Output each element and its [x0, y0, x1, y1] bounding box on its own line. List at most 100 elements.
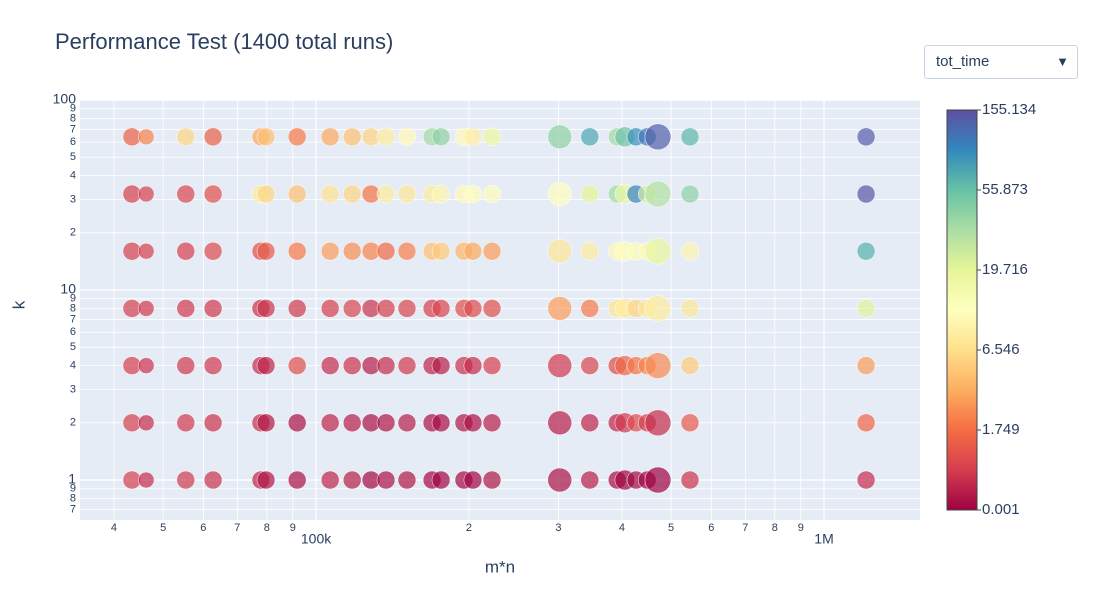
- y-tick-label: 7: [70, 503, 76, 515]
- bubble: [580, 127, 600, 147]
- bubble: [547, 181, 572, 207]
- bubble: [397, 241, 417, 261]
- bubble: [342, 356, 362, 375]
- bubble: [342, 241, 362, 261]
- bubble: [287, 356, 307, 375]
- bubble: [482, 127, 502, 147]
- y-tick-label: 5: [70, 151, 76, 163]
- bubble: [680, 299, 700, 318]
- x-tick-label: 2: [466, 522, 472, 534]
- bubble: [320, 184, 340, 204]
- bubble: [376, 184, 396, 204]
- bubble: [644, 180, 672, 208]
- bubble: [680, 413, 700, 433]
- y-tick-label: 8: [70, 302, 76, 314]
- bubble: [680, 127, 700, 147]
- colorbar-tick-label: 1.749: [982, 421, 1020, 438]
- dropdown-label[interactable]: tot_time: [936, 53, 990, 70]
- bubble: [482, 413, 502, 433]
- x-tick-label: 4: [619, 522, 625, 534]
- bubble: [644, 237, 672, 265]
- bubble: [256, 413, 276, 433]
- y-tick-label: 2: [70, 227, 76, 239]
- bubble: [137, 128, 155, 146]
- bubble: [376, 356, 396, 375]
- bubble: [176, 299, 196, 318]
- bubble: [482, 470, 502, 490]
- y-tick-label: 3: [70, 383, 76, 395]
- x-tick-label: 100k: [301, 531, 332, 547]
- bubble: [431, 241, 451, 261]
- bubble: [431, 413, 451, 433]
- x-tick-label: 7: [234, 522, 240, 534]
- bubble: [431, 299, 451, 318]
- bubble: [680, 356, 700, 375]
- bubble: [137, 414, 155, 432]
- bubble: [203, 413, 223, 433]
- bubble: [256, 127, 276, 147]
- bubble: [287, 241, 307, 261]
- bubble: [287, 127, 307, 147]
- bubble: [376, 241, 396, 261]
- bubble: [856, 470, 876, 490]
- y-tick-label: 9: [70, 293, 76, 305]
- x-tick-label: 3: [555, 522, 561, 534]
- colorbar-tick-label: 6.546: [982, 341, 1020, 358]
- bubble: [320, 413, 340, 433]
- y-tick-label: 9: [70, 103, 76, 115]
- bubble: [431, 470, 451, 490]
- bubble: [463, 413, 483, 433]
- x-tick-label: 7: [742, 522, 748, 534]
- y-tick-label: 8: [70, 492, 76, 504]
- chart-title: Performance Test (1400 total runs): [55, 29, 393, 54]
- bubble: [256, 299, 276, 318]
- bubble: [856, 241, 876, 261]
- bubble: [376, 413, 396, 433]
- x-tick-label: 8: [772, 522, 778, 534]
- bubble: [547, 124, 572, 150]
- y-tick-label: 10: [60, 281, 76, 297]
- bubble: [137, 471, 155, 489]
- bubble: [203, 127, 223, 147]
- bubble: [580, 241, 600, 261]
- bubble: [580, 470, 600, 490]
- bubble: [203, 184, 223, 204]
- bubble: [320, 356, 340, 375]
- bubble: [644, 466, 672, 494]
- colorbar-tick-label: 19.716: [982, 261, 1028, 278]
- x-tick-label: 9: [290, 522, 296, 534]
- bubble: [397, 184, 417, 204]
- bubble: [176, 184, 196, 204]
- bubble: [342, 413, 362, 433]
- bubble: [256, 356, 276, 375]
- bubble: [482, 299, 502, 318]
- y-tick-label: 4: [70, 360, 76, 372]
- bubble: [320, 241, 340, 261]
- bubble: [320, 299, 340, 318]
- bubble: [644, 295, 672, 322]
- bubble: [176, 470, 196, 490]
- bubble: [256, 184, 276, 204]
- bubble: [482, 356, 502, 375]
- bubble: [397, 127, 417, 147]
- dropdown[interactable]: tot_time ▼: [924, 45, 1078, 79]
- y-tick-label: 4: [70, 170, 76, 182]
- bubble: [856, 127, 876, 147]
- bubble: [482, 241, 502, 261]
- bubble: [137, 242, 155, 260]
- bubble: [342, 127, 362, 147]
- bubble: [856, 413, 876, 433]
- bubble: [431, 356, 451, 375]
- colorbar-tick-label: 0.001: [982, 501, 1020, 518]
- bubble: [176, 356, 196, 375]
- bubble: [547, 353, 572, 378]
- bubble: [397, 356, 417, 375]
- bubble: [287, 299, 307, 318]
- bubble: [680, 184, 700, 204]
- bubble: [287, 470, 307, 490]
- bubble: [482, 184, 502, 204]
- bubble: [580, 413, 600, 433]
- bubble: [856, 299, 876, 318]
- y-tick-label: 100: [53, 91, 77, 107]
- bubble: [176, 413, 196, 433]
